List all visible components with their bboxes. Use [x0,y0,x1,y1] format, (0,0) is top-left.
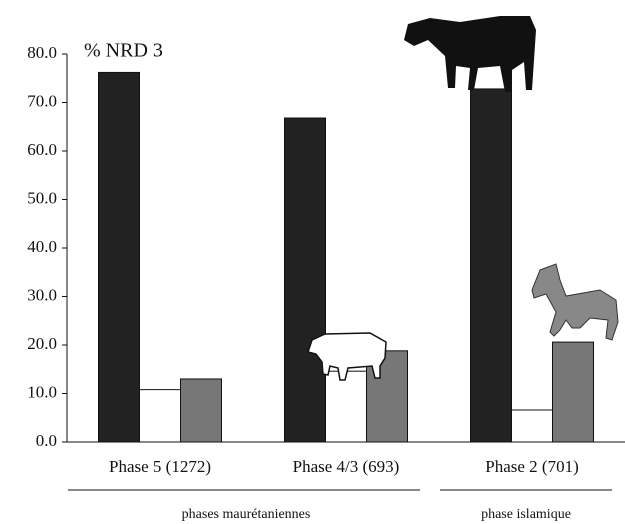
x-tick-label: Phase 4/3 (693) [293,457,400,476]
y-tick-label: 70.0 [27,91,57,110]
y-tick-label: 10.0 [27,382,57,401]
bar [99,72,140,442]
y-tick-label: 80.0 [27,43,57,62]
goat-icon [532,264,618,340]
x-tick-label: Phase 2 (701) [485,457,578,476]
bar [326,371,367,442]
x-tick-label: Phase 5 (1272) [109,457,211,476]
y-tick-label: 20.0 [27,334,57,353]
page: {"chart_data": {"type": "bar", "annotati… [0,0,625,524]
bar [553,342,594,442]
cow-icon [404,16,536,92]
y-tick-label: 50.0 [27,188,57,207]
bar [181,379,222,442]
plot [99,72,594,442]
y-axis-title: % NRD 3 [84,40,163,62]
bar [285,118,326,442]
bar [512,410,553,442]
y-tick-label: 30.0 [27,285,57,304]
y-tick-label: 0.0 [36,431,57,450]
chart: % NRD 3 phases maurétaniennes phase isla… [0,0,625,524]
y-tick-label: 40.0 [27,237,57,256]
bar [140,390,181,442]
group-label: phase islamique [481,507,571,522]
bar [471,89,512,442]
y-tick-label: 60.0 [27,140,57,159]
group-label: phases maurétaniennes [182,507,311,522]
